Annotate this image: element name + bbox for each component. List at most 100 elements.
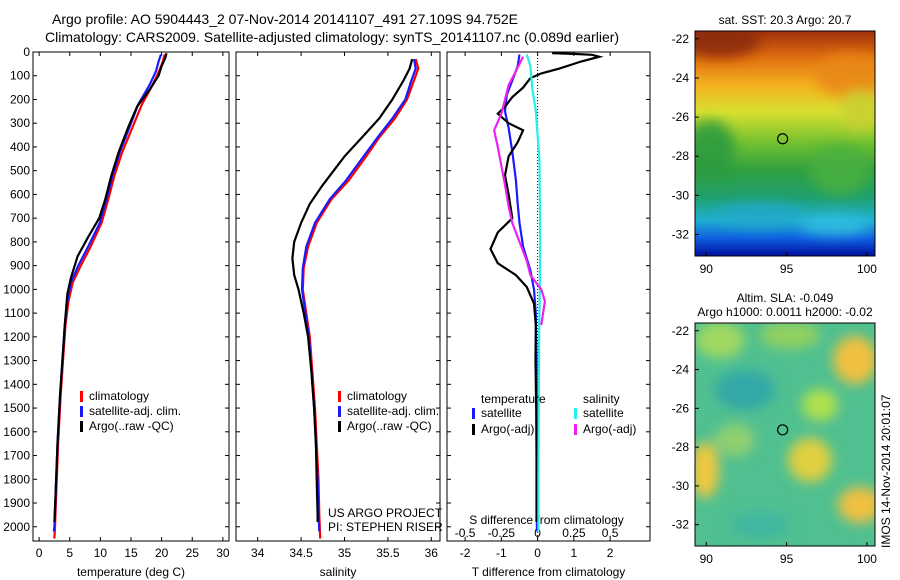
temperature-xtick-label: 10 <box>94 546 108 560</box>
s-diff-tick-label: -0.5 <box>455 526 476 540</box>
temperature-xtick-label: 25 <box>186 546 200 560</box>
depth-tick-label: 1000 <box>3 282 30 296</box>
sst_map-ytick-label: -24 <box>672 71 690 85</box>
depth-tick-label: 500 <box>10 164 30 178</box>
salinity-xtick-label: 35 <box>338 546 352 560</box>
temperature-xtick-label: 0 <box>36 546 43 560</box>
depth-tick-label: 300 <box>10 116 30 130</box>
differences-xtick-label: 0 <box>534 546 541 560</box>
figure-title-line1: Argo profile: AO 5904443_2 07-Nov-2014 2… <box>52 11 518 27</box>
depth-tick-label: 1100 <box>4 306 30 320</box>
sla_map-title-line1: Altim. SLA: -0.049 <box>737 291 834 305</box>
salinity-series-black <box>291 58 414 522</box>
sst_map-argo-marker <box>777 133 789 145</box>
s-diff-tick-label: 0.25 <box>562 526 586 540</box>
depth-tick-label: 800 <box>10 235 30 249</box>
temperature-xtick-label: 15 <box>124 546 138 560</box>
temperature-xtick-label: 30 <box>216 546 230 560</box>
sst_map-ytick-label: -22 <box>672 32 690 46</box>
sst_map-ytick-label: -26 <box>672 110 690 124</box>
sst-map <box>695 31 875 256</box>
differences-axes-frame <box>446 51 651 542</box>
project-annotation: US ARGO PROJECT <box>328 506 443 520</box>
depth-tick-label: 1300 <box>3 354 30 368</box>
depth-tick-label: 400 <box>10 140 30 154</box>
s-diff-xlabel: S difference from climatology <box>469 513 624 527</box>
depth-tick-label: 200 <box>10 92 30 106</box>
differences-xtick-label: -1 <box>496 546 507 560</box>
salinity-legend-swatch-red <box>338 391 341 402</box>
depth-tick-label: 1200 <box>3 330 30 344</box>
temperature-legend-label: satellite-adj. clim. <box>89 404 181 418</box>
depth-tick-label: 100 <box>10 69 30 83</box>
temperature-legend-swatch-blue <box>80 406 83 417</box>
side-timestamp: IMOS 14-Nov-2014 20:01:07 <box>879 394 893 548</box>
temperature-xtick-label: 5 <box>66 546 73 560</box>
salinity-legend-label: Argo(..raw -QC) <box>347 419 432 433</box>
differences-xtick-label: 2 <box>607 546 614 560</box>
sst_map-ytick-label: -28 <box>672 149 690 163</box>
depth-tick-label: 1500 <box>3 401 30 415</box>
sst_map-title: sat. SST: 20.3 Argo: 20.7 <box>719 13 852 27</box>
salinity-legend-label: satellite-adj. clim. <box>347 404 439 418</box>
sst_map-xtick-label: 90 <box>700 262 714 276</box>
t-legend-swatch-blue <box>472 408 475 419</box>
depth-tick-label: 600 <box>10 187 30 201</box>
temperature-series-black <box>53 52 168 523</box>
temperature-series-blue <box>52 54 163 532</box>
s-diff-tick-label: -0.25 <box>488 526 516 540</box>
s-diff-tick-label: 0.5 <box>602 526 619 540</box>
salinity-legend-swatch-blue <box>338 406 341 417</box>
sst_map-frame <box>694 30 876 257</box>
depth-tick-label: 700 <box>10 211 30 225</box>
sst_map-ytick-label: -30 <box>672 188 690 202</box>
project-annotation: PI: STEPHEN RISER <box>328 520 443 534</box>
t-legend-label: Argo(-adj) <box>481 422 534 436</box>
salinity-xtick-label: 35.5 <box>376 546 400 560</box>
depth-tick-label: 1800 <box>3 472 30 486</box>
sla_map-title-line2: Argo h1000: 0.0011 h2000: -0.02 <box>697 305 873 319</box>
temperature-series-red <box>53 54 166 539</box>
salinity-series-blue <box>300 58 417 532</box>
salinity-legend-label: climatology <box>347 389 407 403</box>
s-legend-label: Argo(-adj) <box>583 422 636 436</box>
salinity-xtick-label: 36 <box>425 546 439 560</box>
sst_map-xtick-label: 100 <box>857 262 877 276</box>
s-legend-swatch-cyan <box>574 408 577 419</box>
sla_map-ytick-label: -26 <box>672 401 690 415</box>
depth-tick-label: 1400 <box>3 377 30 391</box>
differences-xtick-label: 1 <box>571 546 578 560</box>
salinity-xlabel: salinity <box>320 565 357 579</box>
temperature-xlabel: temperature (deg C) <box>77 565 185 579</box>
t-legend-swatch-black <box>472 424 475 435</box>
sla_map-xtick-label: 100 <box>857 552 877 566</box>
salinity-xtick-label: 34.5 <box>289 546 313 560</box>
salinity-series-red <box>301 58 420 539</box>
sst_map-xtick-label: 95 <box>780 262 794 276</box>
salinity-xtick-label: 34 <box>251 546 265 560</box>
temperature-legend-swatch-red <box>80 391 83 402</box>
s-legend-swatch-magenta <box>574 424 577 435</box>
t-legend-label: satellite <box>481 406 522 420</box>
sla_map-ytick-label: -22 <box>672 324 690 338</box>
figure-title-line2: Climatology: CARS2009. Satellite-adjuste… <box>45 29 620 45</box>
differences-series-magenta <box>492 56 547 326</box>
depth-tick-label: 1600 <box>3 425 30 439</box>
sla_map-frame <box>694 322 876 547</box>
s-legend-heading: salinity <box>583 392 620 406</box>
salinity-legend-swatch-black <box>338 421 341 432</box>
depth-tick-label: 900 <box>10 259 30 273</box>
salinity-axes-frame <box>235 51 441 542</box>
temperature-legend-swatch-black <box>80 421 83 432</box>
depth-tick-label: 0 <box>23 45 30 59</box>
sst_map-ytick-label: -32 <box>672 227 690 241</box>
differences-series-blue <box>503 54 538 532</box>
side-timestamp-text: IMOS 14-Nov-2014 20:01:07 <box>879 394 893 548</box>
differences-xlabel: T difference from climatology <box>472 565 626 579</box>
temperature-legend-label: climatology <box>89 389 149 403</box>
sla_map-ytick-label: -24 <box>672 363 690 377</box>
differences-xtick-label: -2 <box>460 546 471 560</box>
sla_map-xtick-label: 90 <box>700 552 714 566</box>
differences-series-cyan <box>525 54 542 532</box>
sla_map-ytick-label: -32 <box>672 518 690 532</box>
